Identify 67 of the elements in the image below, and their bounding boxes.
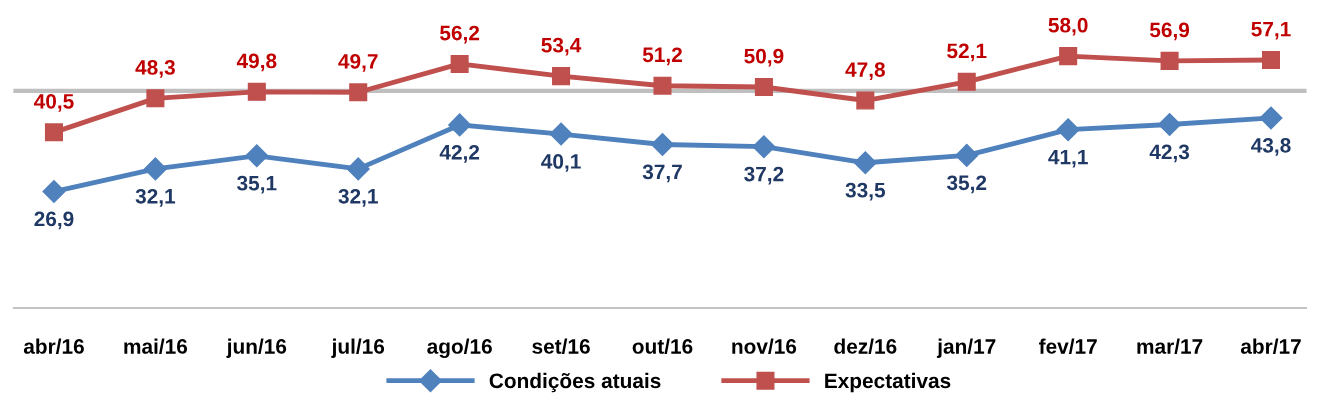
x-tick-label: abr/16 [23, 338, 84, 355]
point [957, 72, 976, 91]
data-label: 37,7 [642, 164, 682, 183]
data-label: 42,2 [439, 144, 480, 163]
point [1056, 118, 1080, 142]
data-label: 26,9 [34, 211, 74, 230]
point [650, 133, 674, 156]
data-label: 50,9 [744, 48, 784, 67]
data-label: 51,2 [642, 47, 682, 66]
x-tick-label: abr/17 [1240, 338, 1301, 355]
point [1259, 106, 1283, 130]
point [853, 151, 877, 175]
data-label: 37,2 [744, 166, 784, 185]
data-label: 40,1 [541, 154, 581, 172]
x-tick-label: ago/16 [427, 338, 492, 359]
legend-label: Expectativas [825, 372, 951, 393]
data-label: 32,1 [338, 188, 378, 207]
data-label: 49,7 [338, 53, 378, 72]
data-label: 56,2 [440, 25, 480, 44]
data-label: 56,9 [1149, 22, 1190, 41]
data-label: 57,1 [1251, 21, 1291, 40]
point [44, 123, 63, 142]
x-tick-label: jul/16 [331, 338, 385, 358]
point [42, 180, 66, 204]
point [1160, 51, 1179, 70]
point [247, 82, 266, 101]
data-label: 35,2 [946, 175, 987, 194]
point [146, 89, 165, 108]
x-tick-label: dez/16 [834, 338, 897, 355]
point [549, 122, 573, 146]
data-label: 43,8 [1251, 137, 1291, 156]
point [448, 113, 472, 137]
point [856, 91, 875, 110]
data-label: 47,8 [845, 62, 885, 80]
legend-label: Condições atuais [489, 372, 661, 393]
point [752, 135, 776, 159]
x-tick-label: fev/17 [1038, 338, 1097, 355]
data-label: 53,4 [541, 37, 582, 56]
point [1059, 47, 1078, 66]
data-label: 40,5 [34, 93, 74, 112]
data-label: 41,1 [1048, 149, 1088, 168]
point [955, 143, 979, 167]
point [1261, 51, 1281, 70]
x-tick-label: jan/17 [936, 338, 996, 358]
x-tick-label: mar/17 [1137, 338, 1203, 355]
x-tick-label: out/16 [632, 338, 693, 355]
data-label: 35,1 [237, 175, 277, 194]
x-tick-label: mai/16 [124, 338, 188, 355]
point [552, 67, 571, 86]
point [143, 157, 167, 181]
point [450, 54, 469, 73]
data-label: 33,5 [845, 182, 886, 201]
data-label: 58,0 [1048, 17, 1088, 36]
data-label: 52,1 [947, 43, 987, 62]
data-label: 42,3 [1149, 144, 1190, 163]
point [653, 76, 672, 95]
x-tick-label: jun/16 [226, 338, 287, 358]
x-tick-label: set/16 [532, 338, 590, 355]
x-tick-label: nov/16 [732, 338, 797, 355]
data-label: 48,3 [135, 60, 175, 78]
point [349, 83, 368, 102]
data-label: 49,8 [236, 53, 277, 72]
point [754, 77, 773, 97]
point [245, 144, 269, 168]
point [346, 157, 370, 181]
point [1158, 112, 1182, 136]
data-label: 32,1 [135, 188, 176, 207]
